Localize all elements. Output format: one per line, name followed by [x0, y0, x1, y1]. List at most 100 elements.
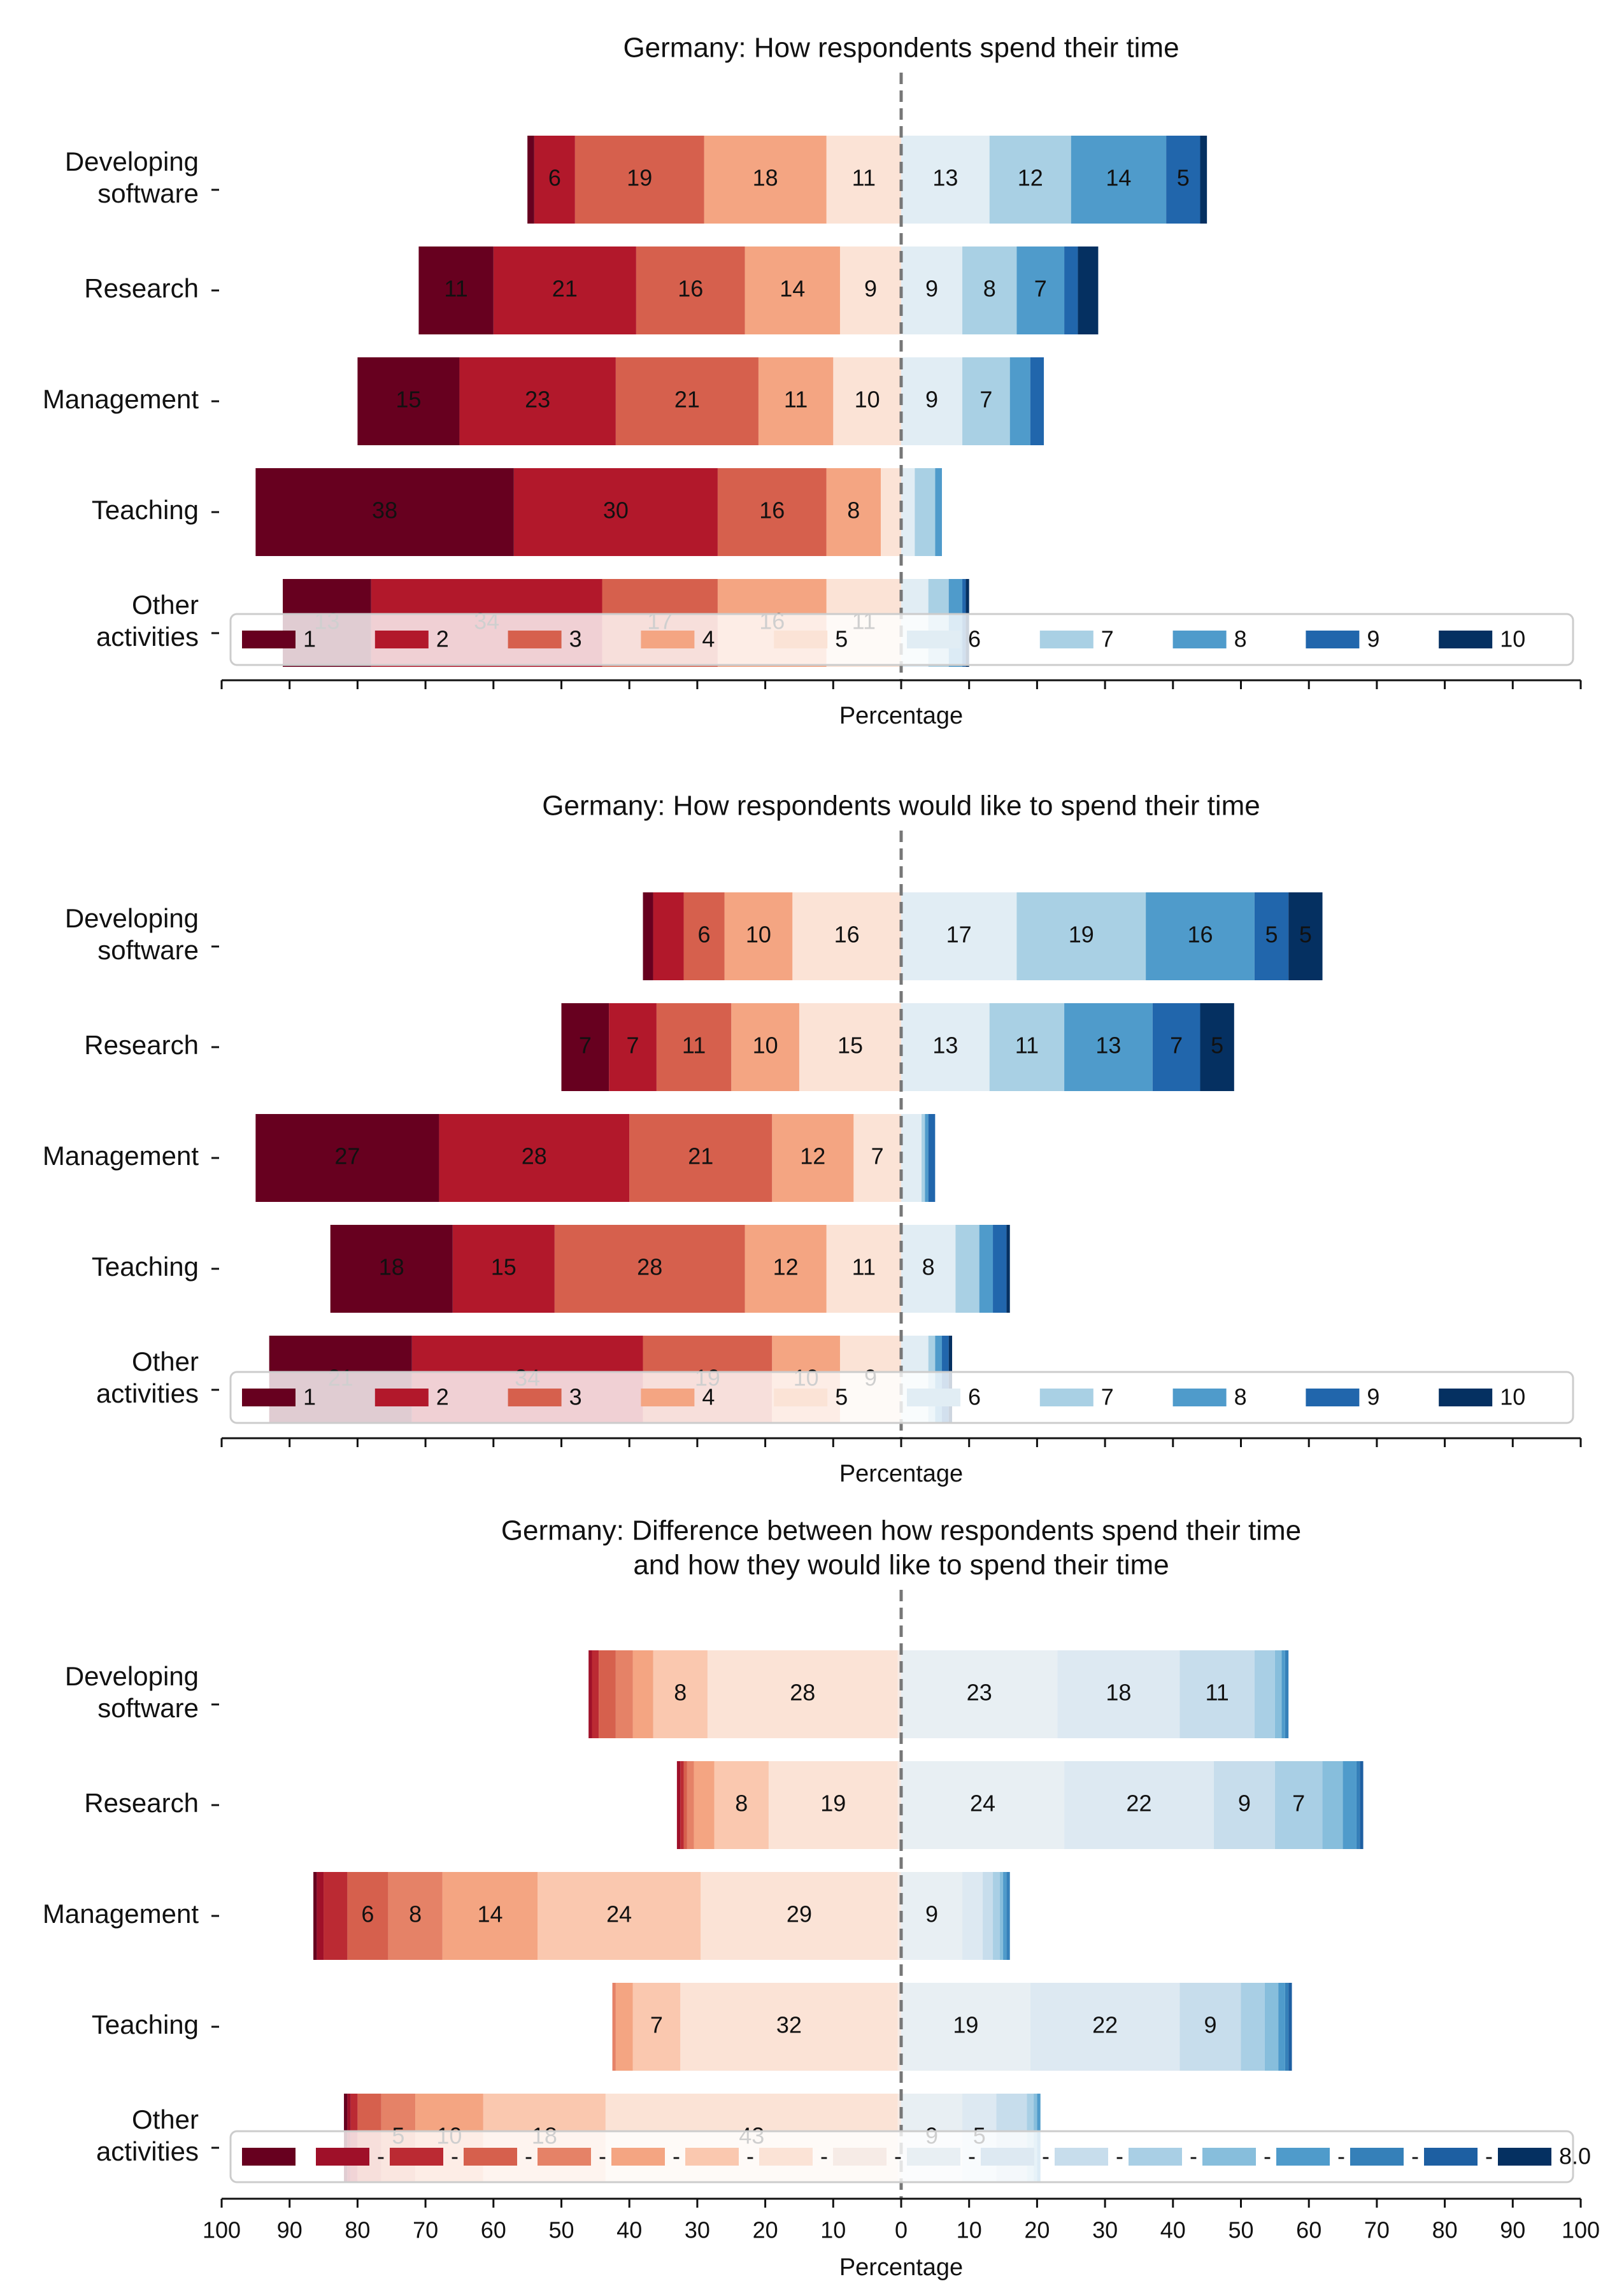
bar-segment [636, 246, 745, 334]
bar-value-label: 5 [1299, 922, 1312, 948]
legend-label: 2 [436, 1384, 449, 1410]
bar-segment [701, 1872, 898, 1960]
legend-label: - [968, 2143, 976, 2169]
bar-value-label: 12 [1018, 165, 1043, 191]
bar-value-label: 29 [787, 1901, 812, 1927]
legend-label: - [525, 2143, 532, 2169]
legend-swatch [1439, 631, 1493, 648]
bar-segment [901, 892, 1017, 980]
bar-value-label: 9 [925, 1901, 938, 1927]
bar-segment [683, 892, 725, 980]
bar-value-label: 11 [682, 1032, 706, 1059]
legend-label: - [1264, 2143, 1271, 2169]
legend-label: - [1485, 2143, 1493, 2169]
bar-segment [1200, 1003, 1234, 1091]
legend-swatch [1129, 2148, 1182, 2166]
category-label: Research [84, 273, 199, 303]
bar-value-label: 24 [970, 1790, 995, 1817]
bar-segment [714, 1761, 769, 1849]
legend-swatch [641, 631, 695, 648]
category-label: Management [43, 1899, 199, 1929]
legend-box [229, 613, 1574, 666]
legend-label: 9 [1367, 1384, 1379, 1410]
bar-value-label: 11 [784, 387, 808, 413]
category-label: Other [132, 1347, 199, 1376]
bar-segment [955, 1225, 979, 1313]
bar-segment [993, 1225, 1007, 1313]
chart-title: and how they would like to spend their t… [633, 1550, 1169, 1581]
bar-segment [609, 1003, 657, 1091]
x-tick-label: 40 [1160, 2217, 1186, 2243]
bar-segment [656, 1003, 732, 1091]
category-label: software [97, 1693, 199, 1723]
bar-value-label: 13 [1095, 1032, 1121, 1059]
bar-segment [1016, 892, 1146, 980]
bar-segment [901, 1761, 1065, 1849]
bar-segment [574, 136, 704, 224]
bar-value-label: 14 [780, 276, 805, 302]
bar-segment [643, 892, 653, 980]
bar-segment [901, 1983, 1030, 2071]
bar-value-label: 18 [1106, 1680, 1131, 1706]
legend-swatch [1350, 2148, 1404, 2166]
bar-segment [901, 136, 990, 224]
bar-segment [901, 1650, 1058, 1738]
legend-label: - [820, 2143, 828, 2169]
x-tick-label: 50 [548, 2217, 574, 2243]
legend-label: 5 [835, 626, 848, 652]
bar-segment [1078, 246, 1099, 334]
legend-label: 1 [303, 1384, 316, 1410]
legend-label: - [894, 2143, 902, 2169]
bar-value-label: 11 [1015, 1032, 1039, 1059]
legend-swatch [508, 1389, 562, 1406]
bar-value-label: 8 [409, 1901, 422, 1927]
bar-value-label: 9 [864, 276, 877, 302]
x-tick-label: 70 [1364, 2217, 1390, 2243]
bar-segment [1016, 246, 1065, 334]
bar-segment [493, 246, 636, 334]
bar-segment [1152, 1003, 1200, 1091]
legend-label: 7 [1101, 1384, 1114, 1410]
bar-value-label: 12 [773, 1254, 799, 1280]
category-label: Other [132, 590, 199, 620]
bar-value-label: 28 [790, 1680, 815, 1706]
legend-swatch [641, 1389, 695, 1406]
bar-segment [1360, 1761, 1364, 1849]
bar-segment [925, 1114, 929, 1202]
x-tick-label: 90 [277, 2217, 303, 2243]
bar-value-label: 22 [1126, 1790, 1151, 1817]
bar-segment [347, 1872, 388, 1960]
bar-segment [1030, 1983, 1180, 2071]
bar-value-label: 7 [871, 1143, 884, 1169]
legend-swatch [1276, 2148, 1330, 2166]
bar-value-label: 16 [759, 497, 785, 524]
x-tick-label: 100 [1562, 2217, 1600, 2243]
bar-segment [588, 1650, 592, 1738]
bar-value-label: 8 [922, 1254, 935, 1280]
bar-segment [459, 357, 616, 445]
legend-label: - [746, 2143, 754, 2169]
category-label: Teaching [92, 495, 199, 525]
legend-swatch [1498, 2148, 1551, 2166]
legend-label: 2 [436, 626, 449, 652]
bar-segment [680, 1761, 684, 1849]
bar-segment [534, 136, 575, 224]
bar-value-label: 14 [1106, 165, 1131, 191]
bar-segment [922, 1114, 925, 1202]
bar-value-label: 30 [603, 497, 629, 524]
bar-segment [901, 246, 963, 334]
bar-segment [993, 1872, 1000, 1960]
bar-value-label: 11 [852, 165, 876, 191]
x-tick-label: 100 [203, 2217, 241, 2243]
legend-label: 8.0 [1559, 2143, 1591, 2169]
legend-label: 3 [569, 1384, 582, 1410]
bar-segment [599, 1650, 616, 1738]
bar-value-label: 16 [1187, 922, 1213, 948]
x-tick-label: 20 [1024, 2217, 1050, 2243]
bar-segment [1281, 1650, 1285, 1738]
legend-label: 1 [303, 626, 316, 652]
bar-segment [1200, 136, 1207, 224]
bar-value-label: 5 [1211, 1032, 1223, 1059]
bar-value-label: 9 [1238, 1790, 1251, 1817]
bar-segment [1146, 892, 1255, 980]
